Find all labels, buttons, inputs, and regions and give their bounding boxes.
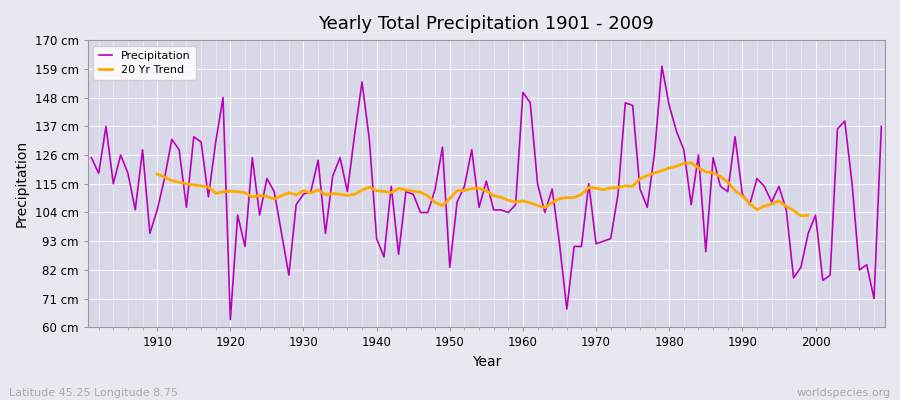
Precipitation <box>518 90 528 95</box>
Precipitation <box>656 64 667 69</box>
X-axis label: Year: Year <box>472 355 501 369</box>
Line: 20 Yr Trend: 20 Yr Trend <box>158 163 808 216</box>
Precipitation <box>312 158 323 163</box>
20 Yr Trend <box>715 174 725 179</box>
Precipitation <box>613 192 624 197</box>
Precipitation <box>145 231 156 236</box>
20 Yr Trend <box>349 192 360 197</box>
20 Yr Trend <box>239 190 250 195</box>
Title: Yearly Total Precipitation 1901 - 2009: Yearly Total Precipitation 1901 - 2009 <box>319 15 654 33</box>
Precipitation <box>525 100 535 105</box>
Precipitation <box>876 124 886 129</box>
Y-axis label: Precipitation: Precipitation <box>15 140 29 227</box>
Text: worldspecies.org: worldspecies.org <box>796 388 891 398</box>
Precipitation <box>356 80 367 84</box>
20 Yr Trend <box>606 186 616 190</box>
20 Yr Trend <box>152 172 163 176</box>
Precipitation <box>86 155 97 160</box>
20 Yr Trend <box>796 213 806 218</box>
20 Yr Trend <box>686 160 697 165</box>
Precipitation <box>225 317 236 322</box>
20 Yr Trend <box>803 213 814 218</box>
Line: Precipitation: Precipitation <box>92 66 881 320</box>
20 Yr Trend <box>781 204 792 209</box>
Legend: Precipitation, 20 Yr Trend: Precipitation, 20 Yr Trend <box>94 46 196 80</box>
Text: Latitude 45.25 Longitude 8.75: Latitude 45.25 Longitude 8.75 <box>9 388 178 398</box>
20 Yr Trend <box>700 170 711 174</box>
